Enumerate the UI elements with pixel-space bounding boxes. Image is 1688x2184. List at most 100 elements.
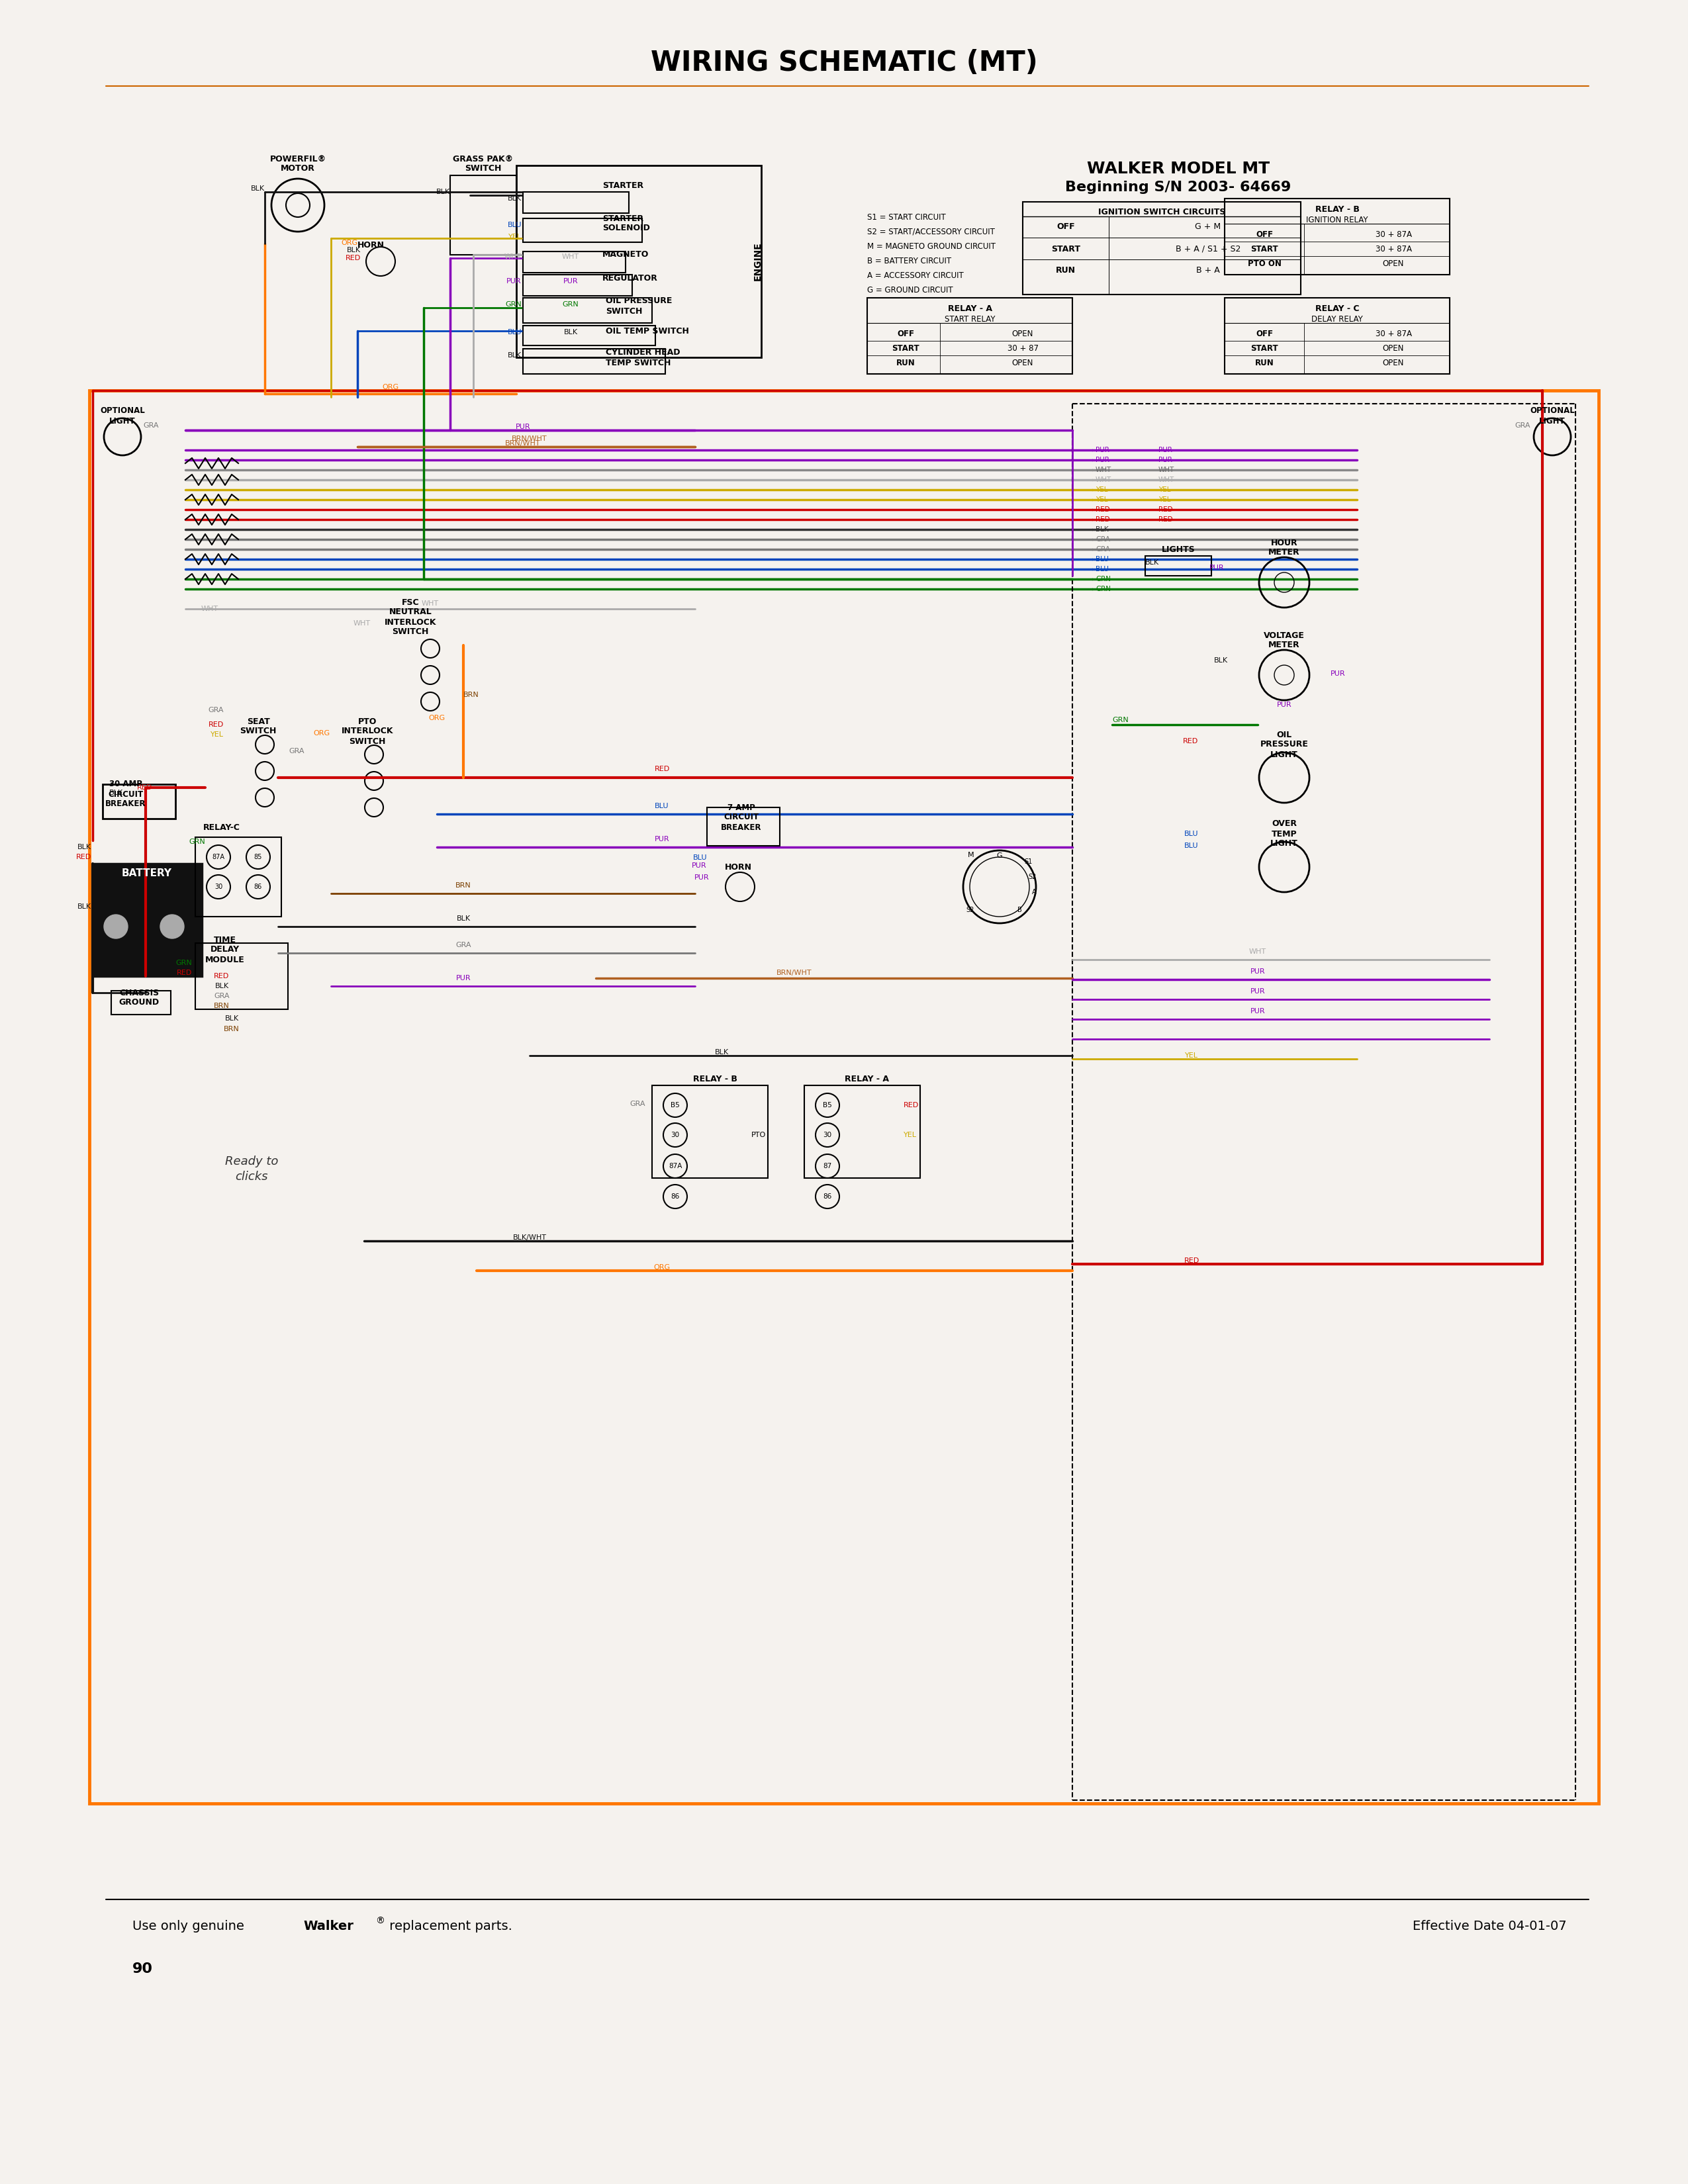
Text: GRA: GRA [630, 1101, 645, 1107]
Text: RED: RED [208, 721, 225, 727]
Text: A = ACCESSORY CIRCUIT: A = ACCESSORY CIRCUIT [868, 271, 964, 280]
Text: BLK: BLK [214, 983, 230, 989]
Text: PUR: PUR [692, 863, 707, 869]
Text: PUR: PUR [564, 277, 577, 284]
Text: METER: METER [1268, 640, 1300, 649]
Text: ORG: ORG [341, 240, 358, 247]
Text: GRN: GRN [562, 301, 579, 308]
Text: BRN: BRN [464, 692, 479, 699]
Text: FSC: FSC [402, 598, 419, 607]
Text: PUR: PUR [506, 277, 522, 284]
Text: ORG: ORG [653, 1265, 670, 1271]
Text: RED: RED [1158, 515, 1173, 522]
Text: OPEN: OPEN [1013, 358, 1033, 367]
Text: BLU: BLU [1096, 566, 1109, 572]
Text: G + M: G + M [1195, 223, 1220, 232]
Bar [523, 349, 665, 373]
Text: 30: 30 [824, 1131, 832, 1138]
Text: S2: S2 [1028, 874, 1036, 880]
Text: BLK: BLK [436, 188, 451, 194]
Text: 30 + 87A: 30 + 87A [1376, 245, 1411, 253]
Text: BLK: BLK [1096, 526, 1109, 533]
Text: GRA: GRA [208, 708, 225, 714]
Text: LIGHTS: LIGHTS [1161, 546, 1195, 553]
Text: BLK: BLK [225, 1016, 238, 1022]
Bar [1224, 297, 1450, 373]
Text: BLK: BLK [1144, 559, 1160, 566]
Text: GRA: GRA [289, 747, 304, 753]
Text: OPTIONAL: OPTIONAL [1529, 406, 1575, 415]
Text: START: START [1251, 343, 1278, 352]
Text: WHT: WHT [1158, 476, 1175, 483]
Text: G = GROUND CIRCUIT: G = GROUND CIRCUIT [868, 286, 954, 295]
Text: YEL: YEL [508, 234, 522, 240]
Text: PTO ON: PTO ON [1247, 260, 1281, 269]
Bar [103, 784, 176, 819]
Text: PUR: PUR [1096, 456, 1109, 463]
Text: STARTER: STARTER [603, 181, 643, 190]
Text: clicks: clicks [235, 1171, 268, 1184]
Text: RED: RED [137, 784, 152, 791]
Bar [523, 325, 655, 345]
Text: RELAY-C: RELAY-C [203, 823, 240, 832]
Text: 86: 86 [255, 885, 262, 891]
Text: SWITCH: SWITCH [606, 306, 643, 314]
Text: PTO: PTO [358, 716, 376, 725]
Text: HORN: HORN [358, 240, 385, 249]
Text: INTERLOCK: INTERLOCK [341, 727, 393, 736]
Bar [523, 192, 630, 214]
Text: B5: B5 [824, 1103, 832, 1109]
Text: BLK: BLK [714, 1048, 729, 1055]
Text: BLK: BLK [346, 247, 361, 253]
Text: GRN: GRN [1096, 577, 1111, 583]
Text: RUN: RUN [1254, 358, 1274, 367]
Text: GRA: GRA [143, 422, 159, 428]
Bar [1224, 199, 1450, 275]
Text: S1: S1 [1025, 858, 1031, 865]
Text: SWITCH: SWITCH [240, 727, 277, 736]
Text: OIL PRESSURE: OIL PRESSURE [606, 297, 672, 306]
Text: SWITCH: SWITCH [464, 164, 501, 173]
Text: GRA: GRA [1096, 535, 1111, 542]
Text: GRN: GRN [189, 839, 206, 845]
Text: START: START [1251, 245, 1278, 253]
Text: replacement parts.: replacement parts. [385, 1920, 511, 1933]
Text: RED: RED [1096, 515, 1111, 522]
Text: YEL: YEL [1096, 487, 1107, 494]
Text: TIME: TIME [214, 935, 236, 943]
Text: BLK: BLK [78, 904, 91, 911]
Text: WHT: WHT [201, 605, 218, 612]
Text: BLK: BLK [78, 843, 91, 850]
Text: B: B [1018, 906, 1021, 913]
Text: LIGHT: LIGHT [1271, 749, 1298, 758]
Text: PUR: PUR [1210, 563, 1224, 572]
Text: RUN: RUN [896, 358, 915, 367]
Text: PUR: PUR [1330, 670, 1345, 677]
Text: RUN: RUN [1055, 266, 1075, 275]
Text: 30: 30 [670, 1131, 680, 1138]
Bar [868, 297, 1072, 373]
Text: MAGNETO: MAGNETO [603, 251, 648, 260]
Text: BRN: BRN [214, 1002, 230, 1009]
Text: RELAY - A: RELAY - A [947, 304, 993, 312]
Text: GRN: GRN [1096, 585, 1111, 592]
Text: BLU: BLU [508, 330, 522, 336]
Text: LIGHT: LIGHT [110, 417, 135, 426]
Text: OFF: OFF [1256, 229, 1273, 238]
Text: MOTOR: MOTOR [280, 164, 316, 173]
Text: RED: RED [655, 767, 670, 773]
Text: 86: 86 [824, 1192, 832, 1199]
Text: LIGHT: LIGHT [1539, 417, 1565, 426]
Text: BLU: BLU [1183, 843, 1198, 850]
Text: NEUTRAL: NEUTRAL [388, 607, 432, 616]
Text: SWITCH: SWITCH [392, 627, 429, 636]
Text: S2 = START/ACCESSORY CIRCUIT: S2 = START/ACCESSORY CIRCUIT [868, 227, 994, 236]
Text: BLU: BLU [655, 804, 668, 810]
Bar [1023, 201, 1301, 295]
Text: WHT: WHT [353, 620, 371, 627]
Bar [523, 218, 641, 242]
Text: 7 AMP: 7 AMP [728, 804, 755, 812]
Text: YEL: YEL [1158, 496, 1171, 502]
Text: BRN: BRN [225, 1026, 240, 1033]
Text: IGNITION RELAY: IGNITION RELAY [1307, 216, 1367, 225]
